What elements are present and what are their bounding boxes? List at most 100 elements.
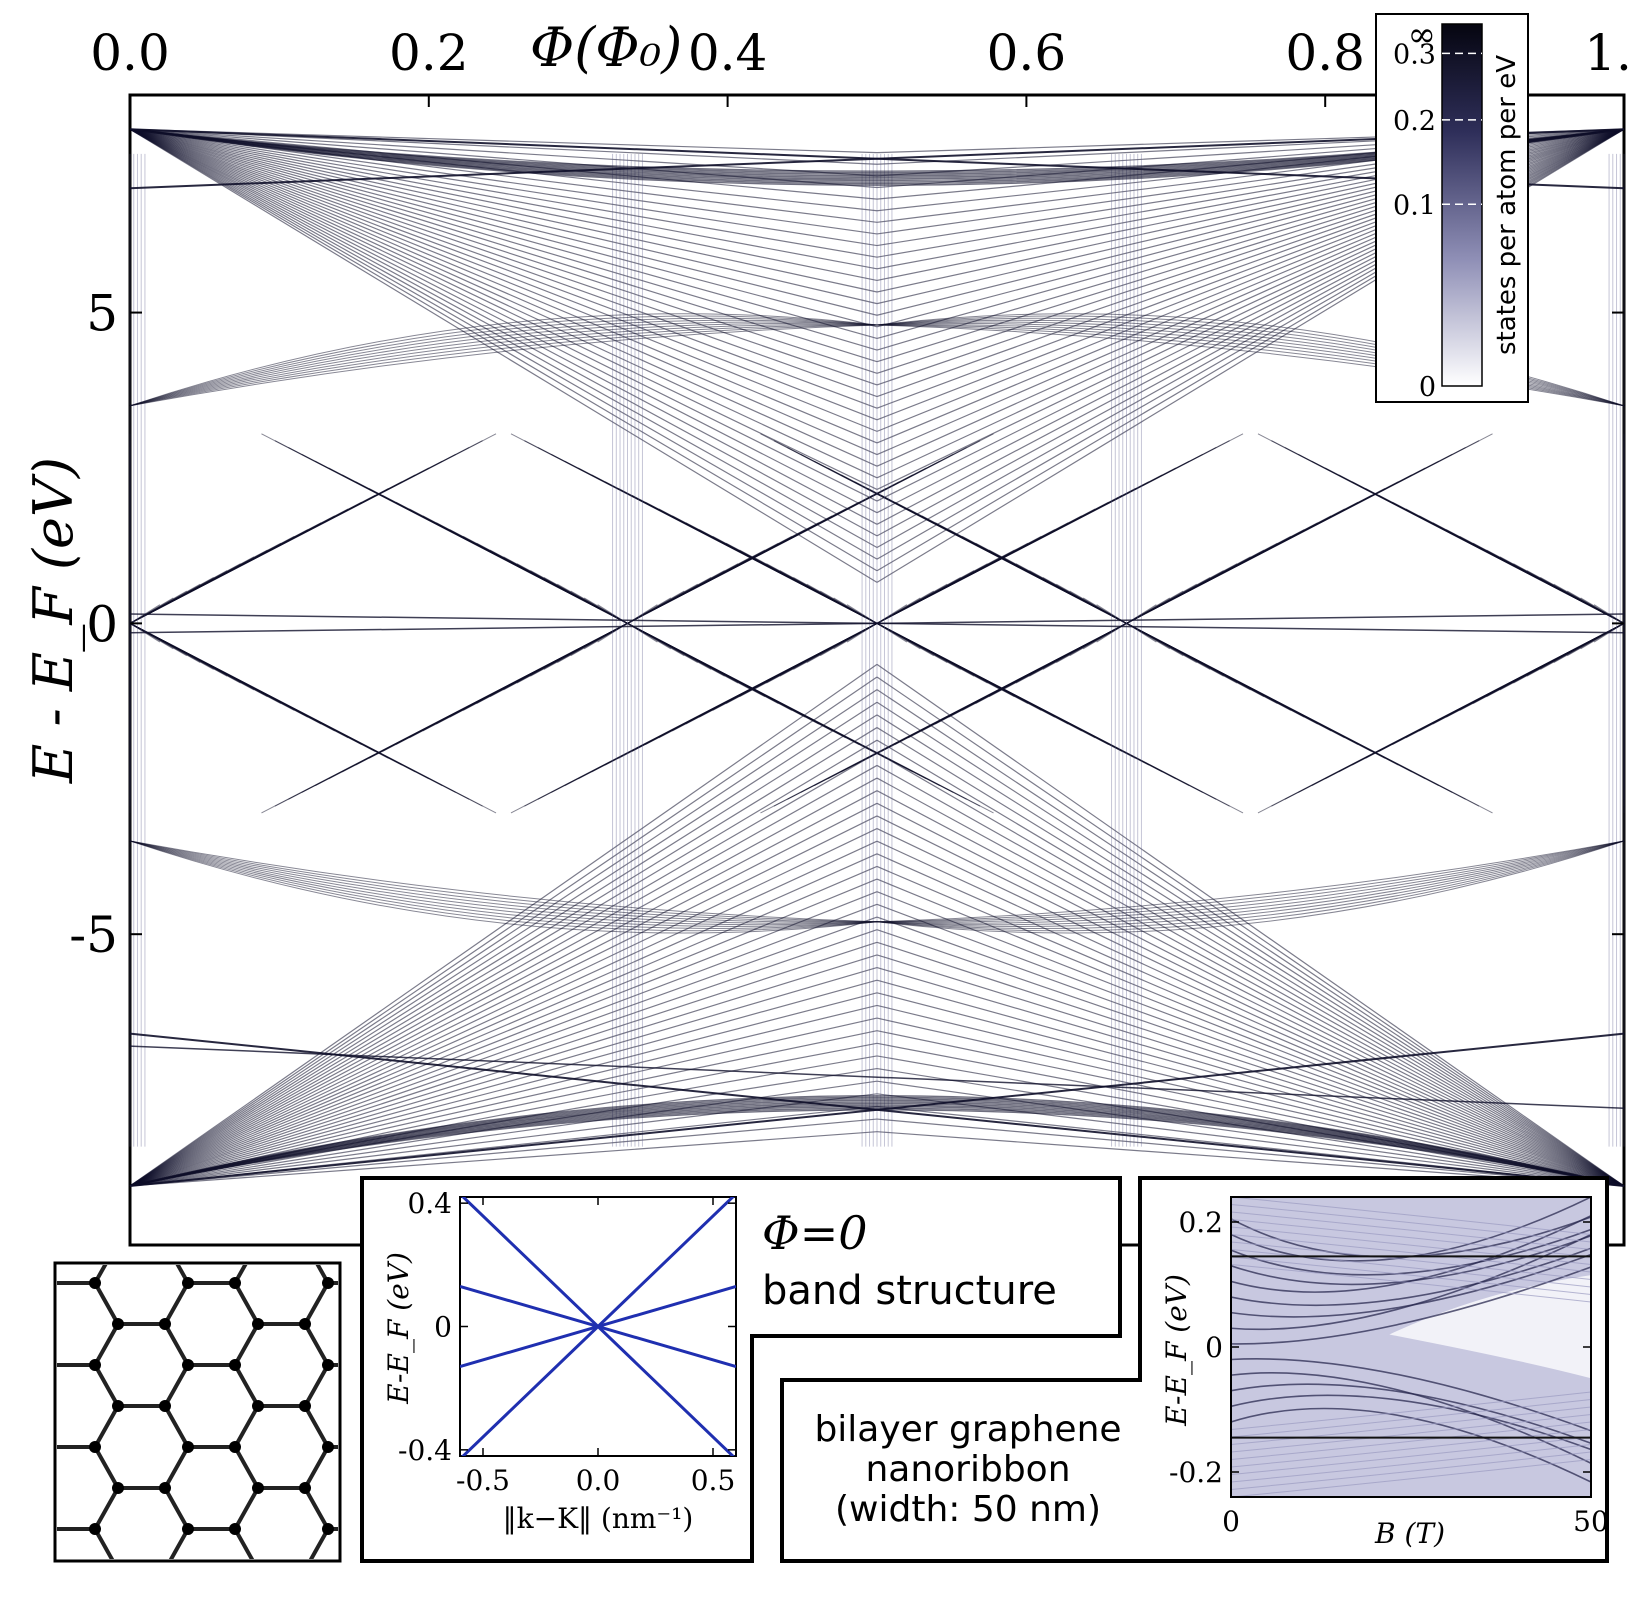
lattice-bond bbox=[95, 1570, 118, 1602]
lattice-bond bbox=[93, 1487, 120, 1530]
band-x-axis-label: ‖k−K‖ (nm⁻¹) bbox=[503, 1502, 694, 1535]
y-axis-label: E - E_F (eV) bbox=[22, 457, 85, 784]
lattice-bond bbox=[163, 1364, 190, 1407]
lattice-atom bbox=[182, 1523, 194, 1535]
lattice-atom bbox=[229, 1277, 241, 1289]
lattice-bond bbox=[375, 1570, 398, 1602]
lattice-bond bbox=[303, 1405, 330, 1448]
lattice-atom bbox=[159, 1400, 171, 1412]
lattice-bond bbox=[233, 1528, 255, 1559]
lattice-atom bbox=[159, 1564, 171, 1576]
nanoribbon-inset: 0 50 0.2 0 -0.2 E-E_F (eV) B (T) bilayer gra… bbox=[780, 1176, 1609, 1563]
ribbon-x-axis-label: B (T) bbox=[1374, 1517, 1445, 1550]
lattice-bond bbox=[175, 1265, 190, 1284]
lattice-bond bbox=[93, 1446, 120, 1489]
lattice-bond bbox=[163, 1405, 190, 1448]
band-x-tick-label: -0.5 bbox=[456, 1464, 510, 1497]
lattice-atom bbox=[439, 1564, 451, 1576]
lattice-atom bbox=[112, 1236, 124, 1248]
lattice-bond bbox=[93, 1282, 120, 1325]
lattice-atom bbox=[112, 1482, 124, 1494]
lattice-bond bbox=[233, 1446, 260, 1489]
lattice-bond bbox=[305, 1570, 328, 1602]
colorbar-label: states per atom per eV bbox=[1492, 55, 1522, 355]
lattice-bond bbox=[163, 1323, 190, 1366]
ribbon-annotation-line-1: bilayer graphene bbox=[814, 1409, 1121, 1450]
density-of-states-map bbox=[129, 128, 1625, 1187]
graphene-lattice-inset bbox=[19, 1236, 544, 1602]
lattice-bond bbox=[303, 1446, 330, 1489]
lattice-atom bbox=[42, 1359, 54, 1371]
ribbon-x-tick-label: 50 bbox=[1573, 1505, 1609, 1538]
ribbon-axis-ticks: 0 50 0.2 0 -0.2 bbox=[1169, 1206, 1609, 1538]
band-annotation-subtitle: band structure bbox=[762, 1268, 1057, 1314]
lattice-atom bbox=[229, 1359, 241, 1371]
lattice-bond bbox=[303, 1323, 330, 1366]
y-tick-label: -5 bbox=[69, 906, 118, 964]
band-y-tick-label: 0 bbox=[434, 1311, 452, 1344]
lattice-atom bbox=[89, 1441, 101, 1453]
lattice-atom bbox=[182, 1441, 194, 1453]
ribbon-annotation-line-3: (width: 50 nm) bbox=[835, 1489, 1101, 1530]
lattice-bond bbox=[235, 1570, 258, 1602]
ribbon-y-tick-label: 0 bbox=[1205, 1331, 1223, 1364]
band-y-axis-label: E-E_F (eV) bbox=[382, 1252, 415, 1405]
ribbon-y-tick-label: 0.2 bbox=[1178, 1206, 1223, 1239]
colorbar-ticks: ∞0.3 0.2 0.1 0 bbox=[1393, 15, 1482, 403]
lattice-atom bbox=[159, 1482, 171, 1494]
lattice-bonds bbox=[25, 1242, 468, 1602]
lattice-atom bbox=[322, 1441, 334, 1453]
lattice-atom bbox=[19, 1564, 31, 1576]
lattice-atom bbox=[299, 1564, 311, 1576]
lattice-atom bbox=[532, 1564, 544, 1576]
ribbon-gap-region bbox=[1389, 1275, 1591, 1379]
x-tick-label: 0.6 bbox=[987, 24, 1067, 82]
x-tick-label: 1.0 bbox=[1584, 24, 1634, 82]
lattice-bond bbox=[93, 1323, 120, 1366]
lattice-atom bbox=[252, 1400, 264, 1412]
lattice-bond bbox=[303, 1364, 330, 1407]
lattice-atom bbox=[112, 1400, 124, 1412]
lattice-atom bbox=[42, 1441, 54, 1453]
lattice-bond bbox=[25, 1447, 48, 1488]
lattice-bond bbox=[163, 1487, 190, 1530]
band-line bbox=[460, 1284, 736, 1369]
x-axis-ticks: 0.0 0.2 0.4 0.6 0.8 1.0 bbox=[90, 24, 1634, 1245]
lattice-bond bbox=[93, 1265, 108, 1284]
lattice-atom bbox=[252, 1318, 264, 1330]
lattice-atoms bbox=[19, 1236, 544, 1576]
lattice-atom bbox=[252, 1564, 264, 1576]
lattice-atom bbox=[299, 1400, 311, 1412]
y-axis-ticks: 5 0 -5 bbox=[69, 285, 1624, 964]
lattice-bond bbox=[25, 1242, 48, 1283]
lattice-bond bbox=[233, 1364, 260, 1407]
colorbar-tick-label: 0.3 bbox=[1393, 39, 1436, 70]
lattice-bond bbox=[93, 1364, 120, 1407]
band-structure-inset: -0.5 0.0 0.5 0.4 0 -0.4 E-E_F (eV) ‖k−K‖ (nm⁻… bbox=[360, 1176, 1122, 1563]
lattice-bond bbox=[445, 1570, 468, 1602]
lattice-bond bbox=[315, 1265, 330, 1284]
lattice-bond bbox=[25, 1570, 48, 1602]
lattice-atom bbox=[299, 1482, 311, 1494]
lattice-bond bbox=[163, 1446, 190, 1489]
lattice-atom bbox=[392, 1564, 404, 1576]
band-lines bbox=[460, 1197, 736, 1456]
lattice-atom bbox=[322, 1277, 334, 1289]
colorbar-tick-label: 0.2 bbox=[1393, 106, 1436, 137]
x-axis-label: Φ(Φ₀) bbox=[530, 16, 682, 79]
band-x-tick-label: 0.0 bbox=[576, 1464, 621, 1497]
x-tick-label: 0.4 bbox=[688, 24, 768, 82]
lattice-atom bbox=[229, 1523, 241, 1535]
lattice-bond bbox=[233, 1405, 260, 1448]
lattice-atom bbox=[322, 1523, 334, 1535]
band-axis-ticks: -0.5 0.0 0.5 0.4 0 -0.4 bbox=[398, 1187, 736, 1497]
x-tick-label: 0.8 bbox=[1285, 24, 1365, 82]
lattice-atom bbox=[182, 1277, 194, 1289]
lattice-atom bbox=[89, 1359, 101, 1371]
band-y-tick-label: 0.4 bbox=[407, 1187, 452, 1220]
lattice-atom bbox=[322, 1359, 334, 1371]
lattice-atom bbox=[42, 1277, 54, 1289]
ribbon-y-tick-label: -0.2 bbox=[1169, 1456, 1223, 1489]
lattice-bond bbox=[25, 1529, 48, 1570]
